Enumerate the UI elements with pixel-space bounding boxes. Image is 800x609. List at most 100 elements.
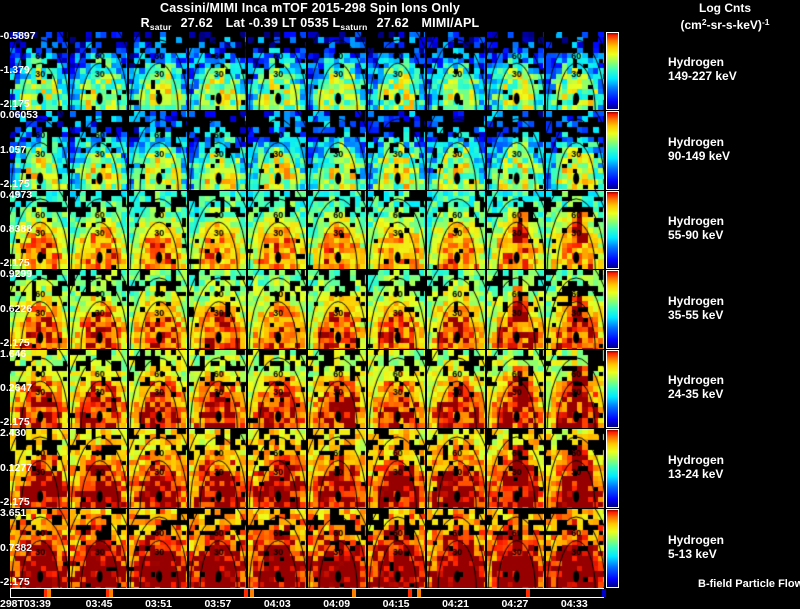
spin-panel[interactable] [486,191,545,269]
time-axis-label: 03:45 [85,598,113,609]
time-axis-label: 03:57 [204,598,232,609]
panel-row [10,350,604,428]
spin-panel[interactable] [307,191,366,269]
spin-panel[interactable] [248,509,306,588]
spin-panel[interactable] [188,270,247,349]
spin-panel[interactable] [427,509,485,588]
spin-panel[interactable] [188,429,247,508]
spin-panel[interactable] [486,429,545,508]
colorbar-gradient [607,192,618,268]
spin-panel[interactable] [69,429,128,508]
cb-units-exp: 2 [701,17,707,27]
spin-panel[interactable] [427,111,485,190]
spin-panel[interactable] [10,270,68,349]
spin-panel[interactable] [307,32,366,110]
spin-panel[interactable] [10,350,68,428]
spin-panel[interactable] [188,350,247,428]
time-axis-tick [366,589,369,597]
spin-panel[interactable] [307,350,366,428]
energy-band-label: Hydrogen 5-13 keV [668,533,800,561]
spin-panel[interactable] [69,111,128,190]
spin-panel[interactable] [546,350,604,428]
time-axis-label: 04:21 [442,598,469,609]
spin-panel[interactable] [129,270,187,349]
time-axis-event-mark [352,589,357,597]
colorbar-tick-min: -2.175 [0,576,30,588]
l-subscript: saturn [340,22,368,32]
spin-panel[interactable] [188,111,247,190]
spin-panel[interactable] [427,350,485,428]
spin-panel[interactable] [427,191,485,269]
spin-panel[interactable] [367,32,426,110]
spin-panel[interactable] [546,429,604,508]
spin-panel[interactable] [307,111,366,190]
spin-panel[interactable] [486,32,545,110]
spin-panel[interactable] [486,270,545,349]
time-axis-labels: 298T03:39 03:45 03:51 03:57 04:03 04:09 04:15 0… [0,598,620,609]
spin-panel[interactable] [307,429,366,508]
spin-panel[interactable] [307,270,366,349]
colorbar [606,350,619,428]
spin-panel[interactable] [427,32,485,110]
spin-panel[interactable] [248,270,306,349]
spin-panel[interactable] [546,509,604,588]
spin-panel[interactable] [69,270,128,349]
colorbar [606,429,619,508]
colorbar-title: Log Cnts (cm2-sr-s-keV)-1 [650,1,800,32]
spin-panel[interactable] [427,270,485,349]
spin-panel[interactable] [546,191,604,269]
spin-panel[interactable] [486,111,545,190]
colorbar-tick-max: -0.5897 [0,30,36,42]
spin-panel[interactable] [10,111,68,190]
spin-panel[interactable] [367,270,426,349]
panel-row [10,191,604,269]
colorbar-tick-min: -2.175 [0,496,30,508]
spin-panel[interactable] [69,350,128,428]
spin-panel[interactable] [367,111,426,190]
lt-value: 0535 [300,16,329,30]
spin-panel[interactable] [248,429,306,508]
spin-panel[interactable] [129,509,187,588]
time-axis-tick [188,589,191,597]
spin-panel[interactable] [188,32,247,110]
spin-panel[interactable] [546,270,604,349]
spin-panel[interactable] [10,191,68,269]
spin-panel[interactable] [367,191,426,269]
spin-panel[interactable] [546,111,604,190]
spin-panel[interactable] [129,429,187,508]
bfield-annotation: B-field Particle Flow [698,578,800,590]
spin-panel[interactable] [367,350,426,428]
spin-panel[interactable] [248,191,306,269]
energy-band-label: Hydrogen 55-90 keV [668,214,800,242]
spin-panel[interactable] [248,111,306,190]
spin-panel[interactable] [129,350,187,428]
time-axis-tick [307,589,309,597]
spin-panel[interactable] [188,509,247,588]
spin-panel[interactable] [367,429,426,508]
spin-panel[interactable] [69,509,128,588]
spin-panel[interactable] [10,32,68,110]
spin-panel[interactable] [129,191,187,269]
spin-panel[interactable] [427,429,485,508]
spin-panel[interactable] [129,32,187,110]
spin-panel[interactable] [248,32,306,110]
spin-panel[interactable] [486,509,545,588]
spin-panel[interactable] [188,191,247,269]
spin-panel[interactable] [10,509,68,588]
header-ephemeris-line: Rsatur 27.62 Lat -0.39 LT 0535 Lsaturn 27.… [0,16,620,32]
time-axis[interactable] [10,588,606,598]
spin-panel[interactable] [69,32,128,110]
spin-panel[interactable] [129,111,187,190]
spin-panel[interactable] [307,509,366,588]
colorbar-title-line1: Log Cnts [699,1,751,15]
panel-row [10,32,604,110]
panel-row [10,270,604,349]
spin-panel[interactable] [69,191,128,269]
spin-panel[interactable] [367,509,426,588]
spin-panel[interactable] [248,350,306,428]
spin-panel[interactable] [546,32,604,110]
spin-panel[interactable] [486,350,545,428]
spin-panel[interactable] [10,429,68,508]
colorbar-gradient [607,33,618,109]
time-axis-event-mark [249,589,254,597]
